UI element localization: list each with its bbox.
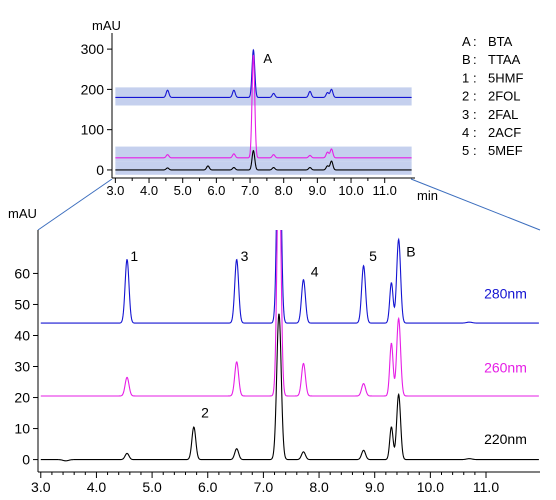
zoom-x-tick-label: 3.0: [31, 479, 51, 495]
legend-key: 2: [462, 89, 469, 104]
zoom-x-tick-label: 10.0: [417, 479, 444, 495]
zoom-series-label: 220nm: [484, 431, 527, 447]
zoom-trace-220nm: [40, 313, 539, 462]
zoom-x-tick-label: 8.0: [309, 479, 329, 495]
overview-x-tick-label: 6.0: [207, 183, 225, 198]
zoom-peak-label: 2: [201, 405, 209, 421]
legend-separator: :: [473, 70, 477, 85]
zoom-y-tick-label: 0: [22, 452, 30, 468]
overview-x-ticks: 3.0 4.0 5.0 6.0 7.0 8.0 9.0 10.0 11.0: [106, 178, 397, 198]
zoom-trace-280nm: [40, 230, 539, 324]
overview-x-tick-label: 7.0: [241, 183, 259, 198]
overview-band-1: [115, 146, 412, 162]
overview-y-tick-label: 200: [81, 81, 105, 97]
zoom-y-tick-label: 20: [14, 390, 30, 406]
zoom-x-tick-label: 11.0: [473, 479, 499, 495]
legend-separator: :: [473, 52, 477, 67]
overview-x-tick-label: 4.0: [140, 183, 158, 198]
zoom-series-label: 260nm: [484, 360, 527, 376]
zoom-y-tick-label: 50: [14, 296, 30, 312]
legend-name: 2ACF: [488, 125, 521, 140]
zoom-y-ticks: 0 10 20 30 40 50 60: [14, 265, 38, 468]
zoom-peak-label: 5: [369, 248, 377, 264]
zoom-peak-label: 1: [130, 248, 138, 264]
zoom-series-label: 280nm: [484, 285, 527, 301]
overview-x-tick-label: 11.0: [373, 183, 397, 198]
legend-item: A: BTA: [462, 34, 513, 49]
zoom-x-tick-label: 5.0: [142, 479, 162, 495]
overview-panel: mAU 0 100 200 300 3.0 4.0 5.0 6.0 7.0 8.0 9.0 10.0…: [81, 18, 438, 203]
legend-name: BTA: [488, 34, 513, 49]
zoom-series-group: [40, 230, 539, 462]
overview-trace-1: [115, 55, 412, 159]
zoom-peak-label: 3: [241, 248, 249, 264]
zoom-x-tick-label: 9.0: [365, 479, 385, 495]
legend-item: 2:2FOL: [462, 89, 521, 104]
overview-x-tick-label: 5.0: [174, 183, 192, 198]
overview-y-tick-label: 300: [81, 41, 105, 57]
zoom-x-tick-label: 4.0: [87, 479, 107, 495]
zoom-connector-right: [410, 178, 541, 231]
zoom-y-tick-label: 40: [14, 327, 30, 343]
overview-x-tick-label: 3.0: [106, 183, 124, 198]
legend-item: 4:2ACF: [462, 125, 521, 140]
overview-series-group: [115, 48, 412, 171]
overview-x-tick-label: 10.0: [338, 183, 363, 198]
legend-name: TTAA: [488, 52, 521, 67]
zoom-x-tick-label: 7.0: [254, 479, 274, 495]
overview-x-axis-label: min: [417, 188, 438, 203]
legend-item: 3:2FAL: [462, 107, 518, 122]
zoom-peak-label: B: [406, 243, 415, 259]
zoom-y-axis-label: mAU: [8, 206, 37, 221]
zoom-panel: mAU 0 10 20 30 40 50 60 3.0 4.0 5.0 6.0 7.0 8.0 9.0 1…: [8, 206, 540, 495]
legend-item: B: TTAA: [462, 52, 521, 67]
legend-key: B: [462, 52, 471, 67]
zoom-series-labels: 280nm 260nm 220nm: [484, 285, 527, 447]
legend-key: 4: [462, 125, 469, 140]
legend-key: 1: [462, 70, 469, 85]
overview-y-tick-label: 100: [81, 122, 105, 138]
legend-name: 2FAL: [488, 107, 518, 122]
zoom-y-tick-label: 30: [14, 359, 30, 375]
zoom-connector-left: [37, 178, 113, 231]
legend-separator: :: [473, 107, 477, 122]
zoom-connector: [37, 178, 541, 231]
legend-name: 5MEF: [488, 143, 523, 158]
overview-trace-2: [115, 149, 412, 171]
overview-y-axis-label: mAU: [92, 18, 121, 33]
legend-name: 2FOL: [488, 89, 521, 104]
legend-item: 5:5MEF: [462, 143, 523, 158]
legend-separator: :: [473, 34, 477, 49]
legend-name: 5HMF: [488, 70, 523, 85]
overview-band-0: [115, 87, 412, 106]
zoom-x-tick-label: 6.0: [198, 479, 218, 495]
zoom-peak-labels: 1 3 4 5 B 2: [130, 243, 415, 420]
legend-key: A: [462, 34, 471, 49]
zoom-trace-260nm: [40, 230, 539, 397]
overview-x-tick-label: 8.0: [275, 183, 293, 198]
zoom-y-tick-label: 60: [14, 265, 30, 281]
zoom-y-tick-label: 10: [14, 421, 30, 437]
overview-y-tick-label: 0: [96, 162, 104, 178]
zoom-peak-label: 4: [311, 264, 319, 280]
overview-highlight-bands: [115, 87, 412, 175]
overview-x-tick-label: 9.0: [308, 183, 326, 198]
legend-item: 1:5HMF: [462, 70, 523, 85]
legend-key: 3: [462, 107, 469, 122]
legend-separator: :: [473, 143, 477, 158]
legend-separator: :: [473, 89, 477, 104]
overview-trace-0: [115, 48, 412, 98]
legend-key: 5: [462, 143, 469, 158]
legend-separator: :: [473, 125, 477, 140]
overview-peak-label-a: A: [263, 51, 272, 66]
overview-band-2: [115, 161, 412, 175]
zoom-x-ticks: 3.0 4.0 5.0 6.0 7.0 8.0 9.0 10.0 11.0: [31, 472, 499, 495]
overview-y-ticks: 0 100 200 300: [81, 41, 112, 178]
